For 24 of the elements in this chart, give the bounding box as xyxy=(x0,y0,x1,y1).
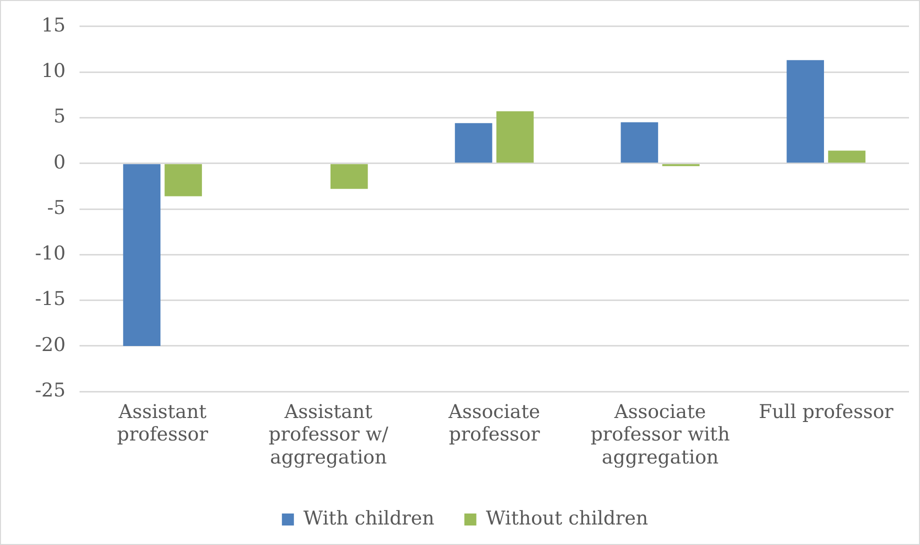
bar xyxy=(454,123,492,163)
x-tick-label: Full professor xyxy=(758,400,894,423)
y-tick-label: -20 xyxy=(34,334,66,356)
y-tick-label: 5 xyxy=(54,106,66,128)
bar xyxy=(123,164,160,346)
y-tick-label: -25 xyxy=(34,380,66,402)
bar xyxy=(828,150,866,163)
bar xyxy=(164,164,202,196)
y-tick-label: -10 xyxy=(34,242,66,265)
x-tick-label: Associate professor with aggregation xyxy=(590,400,730,469)
y-tick-label: 0 xyxy=(54,151,66,174)
y-tick-label: 10 xyxy=(41,60,66,82)
x-tick-label: Assistant professor w/ aggregation xyxy=(268,400,389,469)
bar xyxy=(786,60,824,163)
y-tick-label: 15 xyxy=(41,14,66,36)
bar xyxy=(496,111,534,163)
y-tick-label: -5 xyxy=(47,196,66,219)
bar xyxy=(620,122,658,163)
x-tick-label: Assistant professor xyxy=(117,400,209,446)
legend-label: With children xyxy=(303,507,434,530)
legend-label: Without children xyxy=(486,507,648,530)
bar xyxy=(330,164,368,189)
x-tick-label: Associate professor xyxy=(448,400,541,446)
y-tick-label: -15 xyxy=(34,288,66,310)
